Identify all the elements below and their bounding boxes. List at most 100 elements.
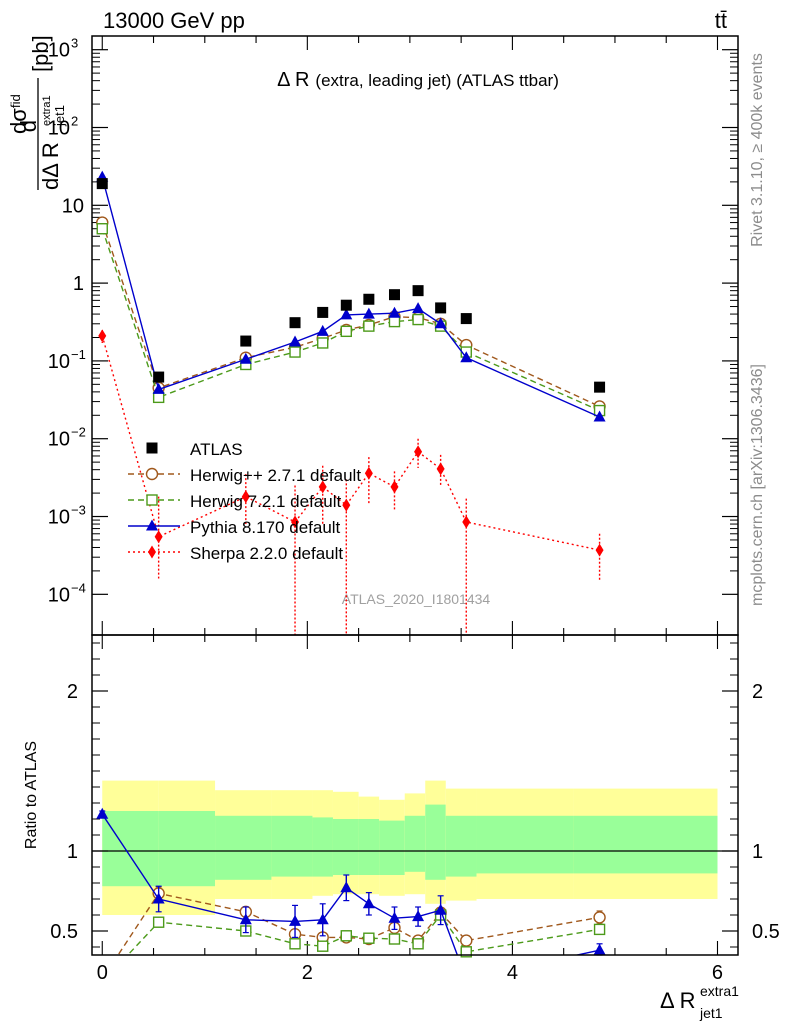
ratio-point-2-6 — [362, 897, 375, 909]
ratio-xtick-label-1: 2 — [302, 962, 313, 984]
main-ytick-label-3: 1 — [73, 273, 84, 295]
ratio-point-2-11 — [593, 943, 606, 955]
ratio-series — [96, 807, 606, 958]
main-point-0-11 — [594, 381, 606, 393]
main-series-4 — [98, 329, 604, 635]
main-point-4-6 — [364, 466, 373, 480]
ratio-band-inner-11 — [476, 815, 574, 874]
main-point-0-4 — [317, 306, 329, 318]
main-point-0-2 — [240, 335, 252, 347]
main-series-line-2 — [101, 228, 600, 412]
main-point-3-1 — [152, 382, 165, 394]
analysis-watermark: ATLAS_2020_I1801434 — [342, 591, 491, 607]
ratio-ytick-label-right-0: 0.5 — [752, 921, 780, 943]
ylabel-sigma: dσ — [6, 108, 31, 134]
main-ytick-label-0: 10 — [48, 40, 70, 62]
ratio-band-inner-9 — [425, 804, 446, 880]
legend-marker-4 — [148, 545, 156, 559]
legend-marker-2 — [146, 494, 158, 506]
ratio-point-0-10 — [460, 934, 473, 947]
legend-marker-0 — [146, 442, 158, 454]
main-point-3-2 — [239, 352, 252, 364]
main-point-0-5 — [340, 299, 352, 311]
main-point-0-6 — [363, 293, 375, 305]
main-point-3-10 — [460, 351, 473, 363]
main-point-0-7 — [388, 289, 400, 301]
legend-label-3: Pythia 8.170 default — [190, 518, 341, 537]
ratio-xtick-label-3: 6 — [712, 962, 723, 984]
main-point-0-0 — [96, 178, 108, 190]
main-point-4-9 — [436, 462, 445, 476]
legend-label-1: Herwig++ 2.7.1 default — [190, 466, 361, 485]
main-ytick-label-2: 10 — [62, 195, 84, 217]
ratio-ylabel: Ratio to ATLAS — [23, 741, 40, 849]
ylabel-d: d — [16, 120, 41, 132]
ratio-ytick-label-right-1: 1 — [752, 841, 763, 863]
main-series-3 — [96, 170, 606, 422]
ratio-band-inner-0 — [102, 811, 159, 887]
main-ytick-exp-6: −3 — [71, 503, 86, 518]
ratio-point-2-8 — [412, 910, 425, 922]
main-point-4-8 — [414, 445, 423, 459]
ratio-point-2-3 — [289, 914, 302, 926]
main-point-0-3 — [289, 317, 301, 329]
ratio-xlabel: Δ R jet1 extra1 — [660, 983, 739, 1021]
ratio-ytick-label-left-2: 2 — [67, 681, 78, 703]
plot-title: Δ R (extra, leading jet) (ATLAS ttbar) — [277, 69, 559, 91]
ratio-band-inner-10 — [445, 815, 477, 877]
main-ytick-exp-0: 3 — [71, 36, 78, 51]
ratio-band-inner-2 — [215, 815, 272, 880]
main-point-2-0 — [96, 223, 108, 235]
main-point-3-8 — [412, 302, 425, 314]
ratio-point-2-9 — [434, 903, 447, 915]
ratio-series-line-2 — [101, 813, 600, 955]
main-point-2-5 — [340, 325, 352, 338]
main-point-3-6 — [362, 307, 375, 319]
main-ytick-exp-1: 2 — [71, 114, 78, 129]
main-point-2-4 — [317, 337, 329, 349]
main-point-0-1 — [153, 371, 165, 383]
ratio-point-2-4 — [316, 913, 329, 925]
rivet-label: Rivet 3.1.10, ≥ 400k events — [749, 53, 766, 247]
ratio-point-2-1 — [152, 892, 165, 904]
ratio-point-1-11 — [593, 923, 606, 936]
ratio-point-2-0 — [96, 807, 109, 819]
ratio-panel-frame — [91, 634, 739, 956]
main-point-4-11 — [595, 543, 604, 557]
ratio-band-inner-5 — [332, 819, 359, 875]
main-point-4-10 — [462, 515, 471, 529]
main-series-0 — [96, 178, 606, 393]
main-ytick-label-4: 10 — [48, 351, 70, 373]
ratio-point-2-7 — [388, 911, 401, 923]
main-point-0-10 — [460, 313, 472, 325]
main-point-3-4 — [316, 324, 329, 336]
ratio-point-2-2 — [239, 913, 252, 925]
ratio-ytick-label-right-2: 2 — [752, 681, 763, 703]
main-point-3-9 — [434, 317, 447, 329]
main-ytick-label-1: 10 — [48, 118, 70, 140]
main-point-3-5 — [340, 308, 353, 320]
mcplots-label: mcplots.cern.ch [arXiv:1306.3436] — [749, 364, 766, 606]
ylabel-fid: fid — [8, 94, 23, 108]
main-point-3-7 — [388, 306, 401, 318]
ratio-point-0-11 — [593, 911, 606, 924]
ratio-point-1-6 — [363, 932, 375, 944]
legend-label-2: Herwig 7.2.1 default — [190, 492, 341, 511]
main-ytick-label-7: 10 — [48, 584, 70, 606]
ylabel-sup: extra1 — [41, 95, 53, 126]
ratio-point-1-5 — [340, 930, 352, 942]
main-point-3-11 — [593, 410, 606, 422]
ratio-band-inner-12 — [573, 815, 718, 874]
ylabel-sub: jet1 — [52, 105, 67, 127]
ratio-point-1-10 — [460, 946, 472, 958]
main-point-4-5 — [342, 498, 351, 512]
ratio-series-2 — [96, 807, 606, 956]
ratio-point-1-8 — [412, 938, 424, 950]
legend-label-4: Sherpa 2.2.0 default — [190, 544, 343, 563]
plot-title-detail: (extra, leading jet) (ATLAS ttbar) — [315, 71, 558, 90]
ratio-point-1-3 — [289, 938, 301, 950]
ratio-band-inner-4 — [312, 817, 333, 877]
main-point-2-7 — [388, 315, 401, 328]
ratio-point-1-7 — [388, 933, 401, 945]
